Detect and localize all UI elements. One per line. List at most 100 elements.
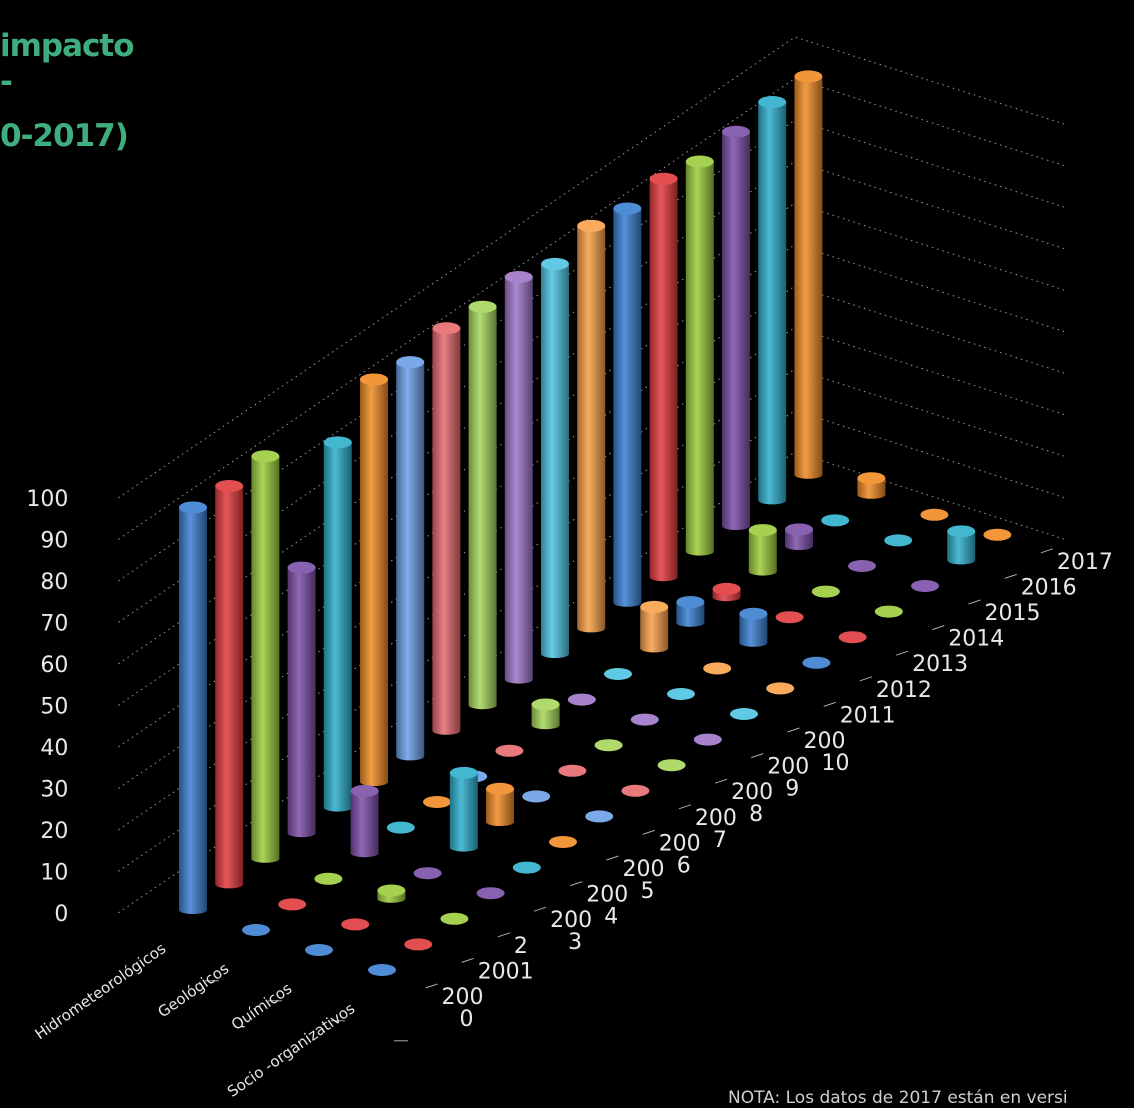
bar [541, 257, 569, 658]
bar-cap [667, 688, 695, 700]
bar-body [350, 790, 379, 858]
year-tick-label: 2015 [985, 601, 1041, 626]
bar-body [396, 362, 425, 761]
bar [722, 125, 750, 530]
bar-cap [585, 810, 614, 823]
z-tick-label: 100 [26, 487, 68, 512]
bar [396, 356, 425, 761]
bar-body [486, 788, 514, 826]
bar-cap [314, 872, 343, 885]
bar-cap [657, 759, 686, 772]
bar [215, 480, 244, 889]
bar-cap [558, 764, 587, 777]
bar-cap [449, 766, 478, 779]
chart-title-line-1: impacto [0, 28, 135, 64]
bar-cap [649, 172, 678, 185]
year-tick-label: 7 [713, 828, 727, 853]
year-tick [714, 778, 728, 784]
category-label: Químicos [228, 979, 295, 1034]
bar [413, 867, 442, 880]
z-tick-label: 80 [40, 570, 68, 595]
bar-body [468, 306, 497, 710]
bar [676, 596, 705, 627]
bar [748, 524, 777, 576]
year-tick-label: 200 [442, 985, 484, 1010]
bar-body [504, 277, 533, 684]
bar [630, 713, 659, 726]
bar [504, 271, 533, 684]
bar-cap [541, 257, 569, 270]
bar [640, 600, 669, 653]
z-axis: 0 10 20 30 40 50 60 70 80 90 100 [26, 487, 68, 927]
bar [512, 861, 541, 874]
bar [811, 585, 840, 598]
bar-cap [884, 534, 913, 547]
bar-cap [360, 373, 388, 386]
bar-body [613, 208, 642, 607]
bar [884, 534, 913, 547]
bar-cap [368, 964, 396, 976]
bar-cap [350, 784, 379, 797]
bar [314, 872, 343, 885]
bar-body [577, 225, 606, 633]
bar [522, 790, 551, 803]
bar-cap [495, 744, 524, 757]
bar [567, 693, 596, 706]
bar-cap [730, 708, 758, 720]
year-tick [461, 957, 474, 963]
bar [368, 964, 396, 976]
bar-body [722, 131, 750, 530]
bar-cap [215, 480, 244, 492]
z-tick-label: 30 [40, 777, 68, 802]
bar [323, 436, 352, 812]
bar-cap [821, 514, 850, 527]
bar-cap [287, 561, 316, 574]
bar-cap [758, 96, 787, 108]
year-tick-label: 2012 [876, 678, 932, 703]
bar-cap [693, 733, 722, 746]
bar [440, 912, 469, 925]
bar-cap [476, 887, 505, 900]
bar [685, 155, 714, 556]
year-tick [606, 855, 619, 861]
bar-cap [794, 70, 823, 83]
bar-body [794, 76, 823, 479]
bar-cap [242, 924, 270, 936]
bar [758, 96, 787, 505]
bar [251, 450, 280, 863]
category-label: Geológicos [154, 959, 232, 1021]
bar-cap [323, 436, 352, 449]
year-tick-label: 2017 [1057, 550, 1113, 575]
year-tick [425, 983, 438, 989]
year-tick [823, 701, 836, 707]
bar-cap [630, 713, 659, 726]
bar-cap [703, 662, 732, 675]
year-tick-label: 200 [695, 806, 737, 831]
year-tick [859, 676, 873, 682]
year-tick-label: 200 [659, 831, 701, 856]
bar-cap [621, 784, 650, 797]
bar-cap [920, 508, 949, 521]
chart-title-line-2: - [0, 64, 13, 100]
bar-cap [504, 271, 533, 284]
bar [386, 821, 415, 834]
bar [476, 887, 505, 900]
bar [775, 611, 804, 624]
bar-cap [468, 300, 497, 313]
bar [821, 514, 850, 527]
bar [983, 528, 1012, 541]
bar [423, 796, 451, 808]
year-tick-label: 200 [731, 780, 773, 805]
bar-body [947, 531, 976, 565]
bar [495, 744, 524, 757]
bar-cap [811, 585, 840, 598]
bar [278, 898, 307, 911]
year-tick-label: 2011 [840, 703, 896, 728]
year-tick-label: 2013 [912, 652, 968, 677]
bar-cap [857, 472, 886, 485]
bar-cap [838, 631, 867, 644]
bar [802, 656, 831, 669]
bar-body [685, 161, 714, 556]
bar-cap [685, 155, 714, 168]
bar-cap [676, 596, 705, 609]
